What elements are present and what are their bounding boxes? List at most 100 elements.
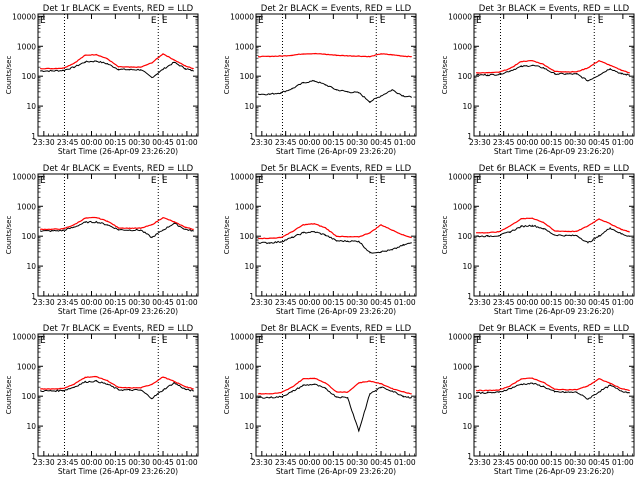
- data-point: [402, 244, 404, 246]
- y-tick-label: 10: [244, 102, 254, 111]
- data-point: [117, 389, 120, 391]
- data-point: [258, 56, 260, 58]
- data-point: [129, 229, 131, 231]
- event-marker-label: E: [369, 176, 375, 186]
- data-point: [302, 384, 304, 386]
- data-point: [151, 383, 153, 385]
- event-marker-label: E: [587, 176, 593, 186]
- y-tick-label: 100: [240, 72, 255, 81]
- event-marker-label: E: [476, 16, 482, 26]
- data-point: [565, 391, 567, 393]
- data-point: [476, 72, 478, 74]
- data-point: [73, 226, 75, 228]
- series-line-events: [476, 382, 630, 400]
- plot-frame: [473, 13, 635, 137]
- x-tick-label: 00:15: [541, 138, 563, 147]
- x-tick-label: 23:45: [57, 138, 79, 147]
- data-point: [531, 60, 533, 62]
- y-tick-label: 1: [31, 452, 36, 461]
- y-axis-label: Counts/sec: [5, 56, 13, 95]
- data-point: [391, 229, 393, 231]
- data-point: [620, 73, 622, 75]
- data-point: [598, 218, 600, 220]
- data-point: [335, 235, 338, 237]
- data-point: [587, 225, 589, 227]
- data-point: [628, 235, 630, 237]
- data-point: [140, 387, 142, 389]
- y-axis-label: Counts/sec: [223, 216, 231, 255]
- data-point: [117, 227, 120, 229]
- data-point: [302, 224, 304, 226]
- data-point: [553, 73, 556, 75]
- event-marker-label: E: [258, 16, 264, 26]
- data-point: [184, 226, 186, 228]
- data-point: [184, 385, 186, 388]
- data-point: [531, 224, 533, 226]
- data-point: [542, 221, 545, 223]
- x-axis-label: Start Time (26-Apr-09 23:26:20): [58, 147, 178, 156]
- data-point: [95, 221, 97, 223]
- event-marker-label: E: [162, 336, 168, 346]
- series-line-events: [476, 224, 630, 243]
- x-tick-label: 23:30: [251, 298, 273, 307]
- data-point: [291, 386, 293, 388]
- data-point: [192, 67, 194, 70]
- x-tick-label: 23:45: [493, 298, 515, 307]
- x-tick-label: 01:00: [394, 458, 416, 467]
- data-point: [576, 71, 578, 73]
- x-tick-label: 00:30: [128, 138, 150, 147]
- data-point: [280, 396, 282, 398]
- data-point: [324, 382, 327, 384]
- y-tick-label: 1: [249, 292, 254, 301]
- data-point: [291, 236, 293, 239]
- data-point: [402, 55, 404, 57]
- data-point: [73, 383, 75, 385]
- series-line-lld: [40, 53, 194, 70]
- y-axis-label: Counts/sec: [223, 376, 231, 415]
- y-tick-label: 10000: [230, 172, 254, 181]
- series-line-lld: [40, 375, 194, 390]
- x-tick-label: 23:45: [275, 138, 297, 147]
- data-point: [598, 378, 600, 380]
- data-point: [95, 53, 97, 56]
- y-tick-label: 10000: [12, 172, 36, 181]
- data-point: [40, 228, 42, 230]
- chart-title: Det 4r BLACK = Events, RED = LLD: [43, 164, 194, 174]
- series-line-events: [258, 79, 412, 104]
- chart-title: Det 5r BLACK = Events, RED = LLD: [261, 164, 412, 174]
- data-point: [40, 388, 42, 390]
- data-point: [106, 220, 109, 222]
- data-point: [391, 387, 393, 390]
- x-tick-label: 00:45: [370, 458, 392, 467]
- x-tick-label: 01:00: [612, 138, 634, 147]
- data-point: [192, 388, 194, 390]
- data-point: [628, 74, 630, 76]
- data-point: [173, 59, 175, 61]
- data-point: [509, 387, 511, 390]
- plot-frame: [255, 333, 417, 457]
- x-tick-label: 00:30: [564, 458, 586, 467]
- x-tick-label: 00:30: [128, 458, 150, 467]
- data-point: [587, 398, 589, 400]
- x-tick-label: 00:00: [517, 138, 539, 147]
- data-point: [487, 392, 489, 394]
- y-tick-label: 100: [22, 72, 37, 81]
- data-point: [498, 234, 500, 237]
- plot-frame: [473, 173, 635, 297]
- x-tick-label: 23:45: [493, 458, 515, 467]
- data-point: [335, 391, 338, 393]
- data-point: [509, 385, 511, 387]
- data-point: [347, 55, 349, 57]
- x-tick-label: 23:30: [251, 138, 273, 147]
- event-marker-label: E: [369, 336, 375, 346]
- data-point: [184, 65, 186, 67]
- data-point: [553, 391, 556, 393]
- chart-title: Det 7r BLACK = Events, RED = LLD: [43, 324, 194, 334]
- event-marker-label: E: [369, 16, 375, 26]
- data-point: [291, 88, 293, 90]
- x-tick-label: 00:00: [517, 458, 539, 467]
- y-tick-label: 100: [22, 232, 37, 241]
- x-axis-label: Start Time (26-Apr-09 23:26:20): [494, 147, 614, 156]
- x-tick-label: 23:45: [275, 298, 297, 307]
